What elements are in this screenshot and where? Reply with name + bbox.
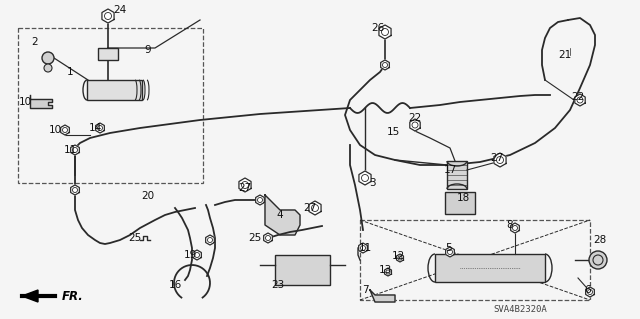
- Polygon shape: [70, 145, 79, 155]
- Polygon shape: [264, 233, 273, 243]
- Text: 14: 14: [88, 123, 102, 133]
- Polygon shape: [95, 123, 104, 133]
- Polygon shape: [410, 119, 420, 131]
- Polygon shape: [586, 287, 595, 297]
- Text: 19: 19: [184, 250, 196, 260]
- Circle shape: [42, 52, 54, 64]
- Text: 27: 27: [303, 203, 317, 213]
- Polygon shape: [265, 195, 300, 235]
- Text: 17: 17: [444, 165, 456, 175]
- Polygon shape: [205, 235, 214, 245]
- Text: 16: 16: [168, 280, 182, 290]
- Polygon shape: [255, 195, 264, 205]
- Text: 3: 3: [369, 178, 375, 188]
- Text: 27: 27: [490, 153, 504, 163]
- Polygon shape: [359, 171, 371, 185]
- Polygon shape: [379, 25, 391, 39]
- Text: 10: 10: [19, 97, 31, 107]
- Bar: [98, 48, 118, 60]
- Polygon shape: [511, 223, 519, 233]
- Text: 22: 22: [572, 92, 584, 102]
- Text: 4: 4: [276, 210, 284, 220]
- Text: 28: 28: [593, 235, 607, 245]
- Text: SVA4B2320A: SVA4B2320A: [493, 306, 547, 315]
- Text: 20: 20: [141, 191, 155, 201]
- Bar: [445, 192, 475, 214]
- Text: 27: 27: [238, 183, 252, 193]
- Bar: [87, 80, 142, 100]
- Text: 11: 11: [63, 145, 77, 155]
- Polygon shape: [193, 250, 202, 260]
- Bar: [447, 161, 467, 189]
- Text: 12: 12: [392, 251, 404, 261]
- Bar: [18, 28, 203, 183]
- Polygon shape: [30, 95, 52, 108]
- Text: 1: 1: [67, 67, 74, 77]
- Polygon shape: [575, 94, 585, 106]
- Circle shape: [589, 251, 607, 269]
- Text: 15: 15: [387, 127, 399, 137]
- Polygon shape: [381, 60, 389, 70]
- Text: 9: 9: [145, 45, 151, 55]
- Polygon shape: [397, 254, 403, 262]
- Text: 2: 2: [32, 37, 38, 47]
- Polygon shape: [494, 153, 506, 167]
- Text: 25: 25: [248, 233, 262, 243]
- Polygon shape: [309, 201, 321, 215]
- Circle shape: [44, 64, 52, 72]
- Text: 11: 11: [358, 243, 372, 253]
- Polygon shape: [370, 290, 395, 302]
- Text: 21: 21: [558, 50, 572, 60]
- Polygon shape: [102, 9, 114, 23]
- Polygon shape: [239, 178, 251, 192]
- Text: 24: 24: [113, 5, 127, 15]
- Bar: [360, 220, 590, 300]
- Text: FR.: FR.: [62, 290, 84, 302]
- Bar: [275, 255, 330, 285]
- Polygon shape: [61, 125, 69, 135]
- Text: 18: 18: [456, 193, 470, 203]
- Polygon shape: [70, 185, 79, 195]
- Text: 8: 8: [507, 220, 513, 230]
- Text: 6: 6: [585, 285, 591, 295]
- Text: 10: 10: [49, 125, 61, 135]
- Text: 23: 23: [271, 280, 285, 290]
- Text: 25: 25: [129, 233, 141, 243]
- Text: 26: 26: [371, 23, 385, 33]
- Text: 13: 13: [378, 265, 392, 275]
- Text: 7: 7: [362, 285, 368, 295]
- Polygon shape: [358, 243, 367, 253]
- Bar: [435, 254, 545, 282]
- Text: 22: 22: [408, 113, 422, 123]
- Polygon shape: [445, 247, 454, 257]
- Polygon shape: [22, 290, 38, 302]
- Text: 5: 5: [445, 243, 451, 253]
- Polygon shape: [385, 268, 392, 276]
